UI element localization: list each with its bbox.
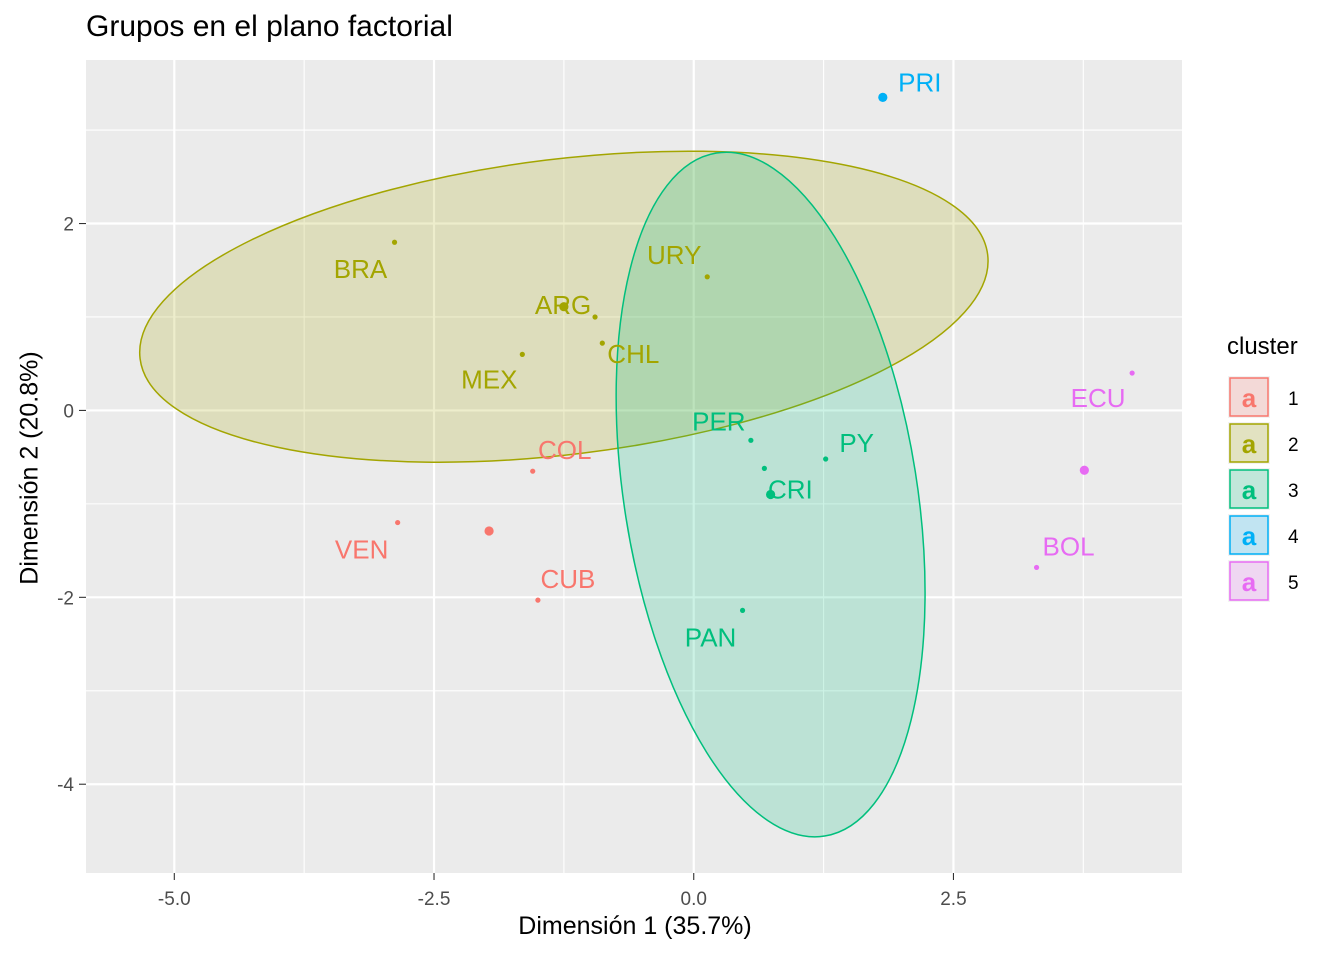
legend-glyph: a xyxy=(1242,429,1257,459)
point-ecu xyxy=(1129,370,1135,376)
point-label-py: PY xyxy=(839,428,874,458)
centroid-cluster-4 xyxy=(878,92,888,102)
point-label-pri: PRI xyxy=(898,67,941,97)
point-cub xyxy=(535,597,541,603)
plot-panel xyxy=(86,60,1182,873)
point-label-cri: CRI xyxy=(768,474,813,504)
point-labels: VEN COL CUB BRA ARG URY MEX CHL PER PY CRI PAN PRI EC… xyxy=(334,67,1126,652)
legend-key-bg xyxy=(1228,468,1270,510)
legend-key-bg xyxy=(1228,560,1270,602)
legend-label-4: 4 xyxy=(1288,527,1299,548)
point-label-mex: MEX xyxy=(461,364,517,394)
point-label-ury: URY xyxy=(647,240,701,270)
point-col xyxy=(530,468,536,474)
centroid-cluster-1 xyxy=(484,526,494,536)
point-bra xyxy=(391,239,398,245)
point-label-arg: ARG xyxy=(535,290,591,320)
major-gridlines xyxy=(86,60,1182,873)
y-axis-label: Dimensión 2 (20.8%) xyxy=(15,351,44,585)
point-label-cub: CUB xyxy=(540,564,595,594)
point-label-bol: BOL xyxy=(1043,531,1095,561)
y-tick-label: -4 xyxy=(57,775,74,796)
legend-key-2 xyxy=(1229,423,1269,463)
point-ury xyxy=(704,274,710,280)
x-axis-label: Dimensión 1 (35.7%) xyxy=(518,912,752,940)
legend-label-5: 5 xyxy=(1288,573,1299,594)
point-label-bra: BRA xyxy=(334,254,388,284)
centroid-cluster-3 xyxy=(766,489,776,500)
legend-label-1: 1 xyxy=(1288,389,1299,410)
x-tick-label: 2.5 xyxy=(940,889,966,910)
point-label-ven: VEN xyxy=(335,535,388,565)
point-mex xyxy=(519,351,525,357)
point-label-col: COL xyxy=(538,435,591,465)
point-label-per: PER xyxy=(692,406,745,436)
y-tick-label: 2 xyxy=(63,215,74,236)
legend-key-3 xyxy=(1229,469,1269,509)
y-axis: -4 -2 0 2 xyxy=(57,215,86,796)
chart-title: Grupos en el plano factorial xyxy=(86,10,453,43)
centroid-cluster-5 xyxy=(1079,465,1089,475)
centroid-cluster-2 xyxy=(559,302,569,312)
legend-title: cluster xyxy=(1227,333,1298,360)
legend-glyph: a xyxy=(1242,521,1257,551)
legend-key-1 xyxy=(1229,377,1269,417)
x-axis: -5.0 -2.5 0.0 2.5 xyxy=(158,873,967,910)
legend: a 1 a 2 a 3 a 4 a 5 xyxy=(1228,376,1299,602)
legend-glyph: a xyxy=(1242,383,1257,413)
y-tick-label: 0 xyxy=(63,401,74,422)
point-label-chl: CHL xyxy=(607,339,659,369)
point-bol xyxy=(1033,564,1040,571)
minor-gridlines xyxy=(86,60,1182,873)
legend-label-3: 3 xyxy=(1288,481,1299,502)
data-points xyxy=(391,94,1135,614)
point-pan xyxy=(739,607,746,614)
legend-glyph: a xyxy=(1242,475,1257,505)
legend-key-bg xyxy=(1228,514,1270,556)
x-tick-label: 0.0 xyxy=(681,889,707,910)
legend-glyph: a xyxy=(1242,567,1257,597)
point-ven xyxy=(395,519,401,526)
point-label-ecu: ECU xyxy=(1071,383,1126,413)
point-cri xyxy=(761,465,767,471)
legend-key-4 xyxy=(1229,515,1269,555)
legend-key-5 xyxy=(1229,561,1269,601)
legend-key-bg xyxy=(1228,376,1270,418)
x-tick-label: -5.0 xyxy=(158,889,191,910)
point-py xyxy=(823,456,829,462)
point-label-pan: PAN xyxy=(685,622,737,652)
x-tick-label: -2.5 xyxy=(418,889,451,910)
cluster-centroids xyxy=(484,92,1089,536)
point-chl xyxy=(599,340,605,346)
y-tick-label: -2 xyxy=(57,588,74,609)
legend-label-2: 2 xyxy=(1288,435,1299,456)
point-per xyxy=(748,437,754,443)
point-arg xyxy=(592,314,598,320)
legend-key-bg xyxy=(1228,422,1270,464)
